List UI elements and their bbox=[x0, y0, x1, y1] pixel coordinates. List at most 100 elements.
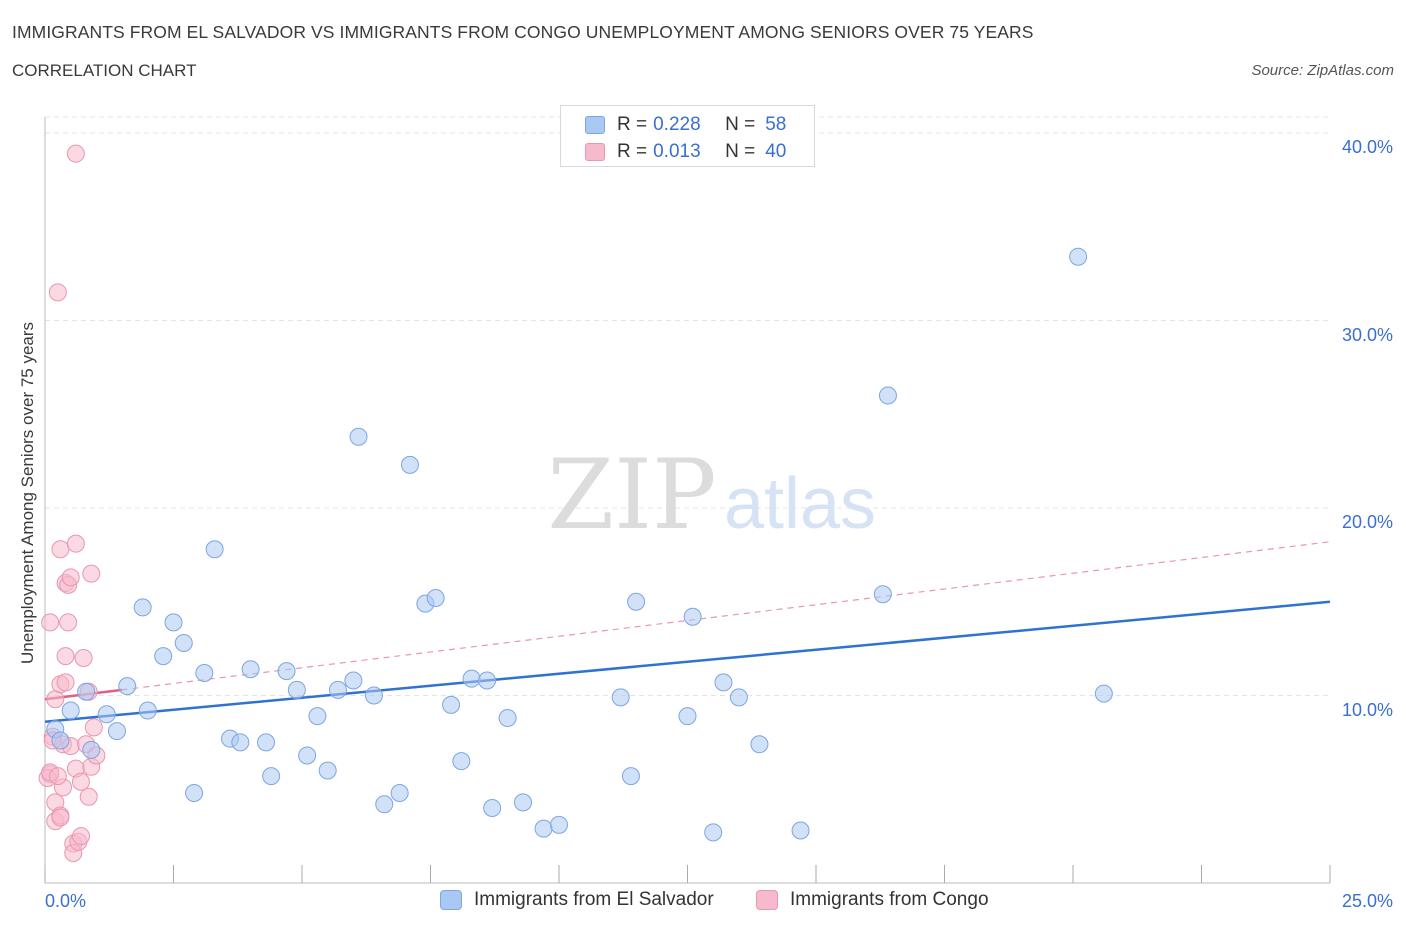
point-el-salvador bbox=[375, 795, 394, 814]
point-el-salvador bbox=[61, 701, 80, 720]
trend-line-el-salvador bbox=[44, 600, 1331, 723]
bottom-legend-label-el-salvador: Immigrants from El Salvador bbox=[474, 889, 714, 910]
point-el-salvador bbox=[174, 634, 193, 652]
trend-line-congo-dashed bbox=[44, 541, 1331, 700]
point-el-salvador bbox=[318, 761, 337, 780]
point-el-salvador bbox=[195, 664, 214, 682]
point-el-salvador bbox=[611, 688, 630, 707]
point-congo bbox=[59, 613, 78, 632]
point-congo bbox=[84, 718, 103, 737]
bottom-legend-swatch-congo bbox=[756, 890, 778, 910]
point-el-salvador bbox=[231, 733, 250, 752]
y-tick-label: 10.0% bbox=[1341, 699, 1393, 720]
y-tick-label: 20.0% bbox=[1341, 512, 1393, 532]
point-el-salvador bbox=[390, 784, 409, 802]
point-congo bbox=[66, 534, 85, 553]
legend-r-value: 0.228 bbox=[653, 114, 701, 135]
source-label: Source: ZipAtlas.com bbox=[1251, 62, 1394, 79]
point-el-salvador bbox=[308, 707, 327, 726]
point-el-salvador bbox=[328, 680, 347, 699]
point-congo bbox=[82, 564, 101, 583]
point-el-salvador bbox=[257, 733, 276, 752]
point-el-salvador bbox=[364, 686, 383, 705]
legend-n-label: N = bbox=[725, 114, 756, 135]
y-tick-label: 30.0% bbox=[1341, 324, 1393, 345]
point-el-salvador bbox=[138, 701, 157, 720]
bottom-legend-el-salvador: Immigrants from El Salvador bbox=[440, 889, 714, 911]
legend-swatch-congo bbox=[585, 143, 605, 161]
point-el-salvador bbox=[729, 688, 748, 707]
bottom-legend-swatch-el-salvador bbox=[440, 890, 462, 910]
legend-row-congo: R = 0.013 N = 40 bbox=[585, 140, 786, 164]
point-el-salvador bbox=[878, 386, 897, 405]
bottom-legend-label-congo: Immigrants from Congo bbox=[790, 889, 989, 910]
point-el-salvador bbox=[873, 585, 892, 604]
legend-n-value: 40 bbox=[765, 141, 787, 162]
point-el-salvador bbox=[621, 767, 640, 786]
point-el-salvador bbox=[478, 671, 497, 690]
point-el-salvador bbox=[118, 677, 137, 696]
chart-subtitle: CORRELATION CHART bbox=[12, 61, 197, 80]
point-el-salvador bbox=[97, 705, 116, 724]
point-el-salvador bbox=[262, 767, 281, 786]
legend-n-label: N = bbox=[725, 141, 756, 162]
point-el-salvador bbox=[77, 682, 96, 701]
point-congo bbox=[51, 808, 70, 827]
legend-swatch-el-salvador bbox=[585, 116, 605, 134]
watermark-atlas: atlas bbox=[724, 464, 876, 544]
point-el-salvador bbox=[107, 722, 126, 741]
point-el-salvador bbox=[442, 695, 461, 714]
point-el-salvador bbox=[714, 673, 733, 692]
point-el-salvador bbox=[678, 707, 697, 726]
x-tick-label-max: 25.0% bbox=[1341, 891, 1393, 911]
point-el-salvador bbox=[400, 455, 419, 474]
data-points bbox=[38, 144, 1113, 862]
point-el-salvador bbox=[205, 540, 224, 559]
point-congo bbox=[48, 283, 67, 302]
stats-legend: R = 0.228 N = 58 R = 0.013 N = 40 bbox=[560, 105, 815, 167]
chart-title: IMMIGRANTS FROM EL SALVADOR VS IMMIGRANT… bbox=[12, 22, 1034, 42]
point-el-salvador bbox=[82, 740, 101, 759]
point-congo bbox=[71, 772, 90, 791]
point-el-salvador bbox=[791, 821, 810, 840]
point-el-salvador bbox=[344, 671, 363, 690]
gridlines bbox=[45, 116, 1330, 696]
y-axis-label: Unemployment Among Seniors over 75 years bbox=[18, 321, 37, 665]
legend-row-el-salvador: R = 0.228 N = 58 bbox=[585, 113, 786, 137]
point-congo bbox=[51, 540, 70, 559]
point-el-salvador bbox=[514, 793, 533, 812]
point-congo bbox=[79, 787, 98, 806]
point-el-salvador bbox=[287, 680, 306, 699]
point-el-salvador bbox=[298, 746, 317, 765]
legend-r-label: R = bbox=[617, 114, 648, 135]
watermark: ZIP atlas bbox=[547, 439, 876, 551]
trend-lines bbox=[44, 541, 1331, 723]
point-el-salvador bbox=[1069, 247, 1088, 266]
point-el-salvador bbox=[426, 589, 445, 607]
point-el-salvador bbox=[683, 607, 702, 626]
point-congo bbox=[56, 673, 75, 692]
point-el-salvador bbox=[241, 660, 260, 679]
point-el-salvador bbox=[498, 709, 517, 727]
y-tick-label: 40.0% bbox=[1341, 137, 1393, 157]
point-congo bbox=[56, 647, 75, 666]
point-el-salvador bbox=[550, 815, 568, 834]
point-el-salvador bbox=[349, 427, 368, 446]
point-congo bbox=[61, 568, 80, 587]
point-el-salvador bbox=[51, 731, 70, 750]
point-el-salvador bbox=[534, 819, 553, 838]
point-congo bbox=[74, 649, 93, 667]
point-congo bbox=[66, 144, 85, 163]
legend-r-label: R = bbox=[617, 141, 648, 162]
point-el-salvador bbox=[452, 752, 471, 771]
watermark-zip: ZIP bbox=[547, 439, 716, 551]
legend-n-value: 58 bbox=[765, 114, 787, 135]
point-congo bbox=[46, 690, 65, 709]
x-tick-label-min: 0.0% bbox=[45, 891, 87, 911]
point-el-salvador bbox=[133, 598, 152, 617]
point-el-salvador bbox=[627, 592, 646, 611]
point-el-salvador bbox=[185, 784, 204, 802]
point-el-salvador bbox=[462, 669, 481, 688]
point-el-salvador bbox=[704, 823, 723, 842]
